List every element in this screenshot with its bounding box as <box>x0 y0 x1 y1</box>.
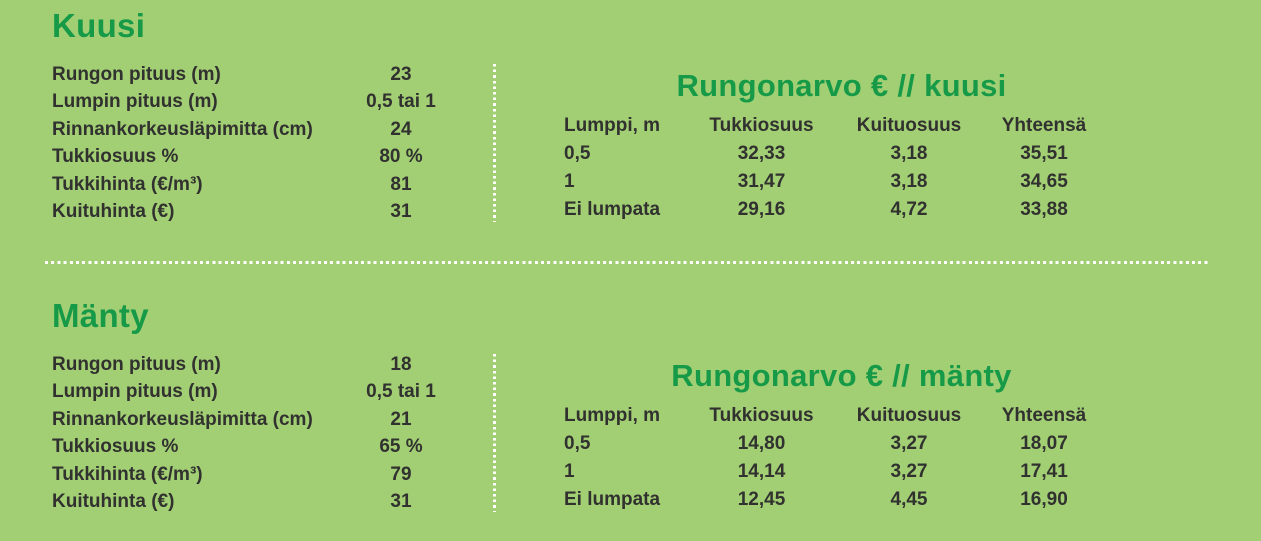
column-header: Yhteensä <box>1001 405 1087 426</box>
param-label: Tukkiosuus % <box>52 146 179 168</box>
table-cell: 0,5 <box>564 143 591 164</box>
table-title: Rungonarvo € // mänty <box>671 358 1012 393</box>
param-row: Tukkiosuus % 65 % <box>52 434 458 462</box>
table-cell: 33,88 <box>1020 199 1068 220</box>
param-label: Lumpin pituus (m) <box>52 91 218 113</box>
param-label: Kuituhinta (€) <box>52 491 175 513</box>
param-row: Rinnankorkeusläpimitta (cm) 21 <box>52 406 458 434</box>
table-cell: Ei lumpata <box>564 489 661 510</box>
value-table: Rungonarvo € // kuusi Lumppi, m Tukkiosu… <box>564 66 1119 224</box>
param-row: Rungon pituus (m) 18 <box>52 351 458 379</box>
param-row: Rinnankorkeusläpimitta (cm) 24 <box>52 116 458 144</box>
param-row: Kuituhinta (€) 31 <box>52 199 458 227</box>
table-cell: 29,16 <box>737 199 786 220</box>
table-grid: Lumppi, m Tukkiosuus Kuituosuus Yhteensä… <box>564 402 1119 514</box>
param-value: 65 % <box>379 436 423 458</box>
vertical-dotted-divider <box>493 64 496 222</box>
param-row: Tukkihinta (€/m³) 81 <box>52 171 458 199</box>
param-value: 21 <box>390 408 412 430</box>
table-cell: 4,45 <box>890 489 928 510</box>
param-label: Tukkiosuus % <box>52 436 179 458</box>
table-cell: 16,90 <box>1020 489 1068 510</box>
table-cell: 3,27 <box>890 461 928 482</box>
param-label: Rungon pituus (m) <box>52 353 221 375</box>
column-header: Kuituosuus <box>856 405 962 426</box>
param-row: Tukkiosuus % 80 % <box>52 144 458 172</box>
table-cell: 17,41 <box>1020 461 1068 482</box>
param-value: 81 <box>390 173 412 195</box>
param-row: Rungon pituus (m) 23 <box>52 61 458 89</box>
param-value: 80 % <box>379 146 423 168</box>
param-row: Lumpin pituus (m) 0,5 tai 1 <box>52 89 458 117</box>
table-cell: 3,18 <box>890 171 928 192</box>
param-row: Lumpin pituus (m) 0,5 tai 1 <box>52 379 458 407</box>
param-list: Rungon pituus (m) 18 Lumpin pituus (m) 0… <box>52 351 458 516</box>
table-grid: Lumppi, m Tukkiosuus Kuituosuus Yhteensä… <box>564 112 1119 224</box>
section-title: Mänty <box>52 297 149 334</box>
param-value: 23 <box>390 63 412 85</box>
column-header: Yhteensä <box>1001 115 1087 136</box>
param-value: 31 <box>390 201 412 223</box>
param-label: Kuituhinta (€) <box>52 201 175 223</box>
column-header: Tukkiosuus <box>709 405 814 426</box>
param-label: Tukkihinta (€/m³) <box>52 463 203 485</box>
table-cell: 1 <box>564 461 575 482</box>
param-row: Kuituhinta (€) 31 <box>52 489 458 517</box>
table-cell: 14,80 <box>737 433 786 454</box>
param-value: 0,5 tai 1 <box>366 91 436 113</box>
section-manty: Mänty Rungon pituus (m) 18 Lumpin pituus… <box>0 290 1261 541</box>
param-label: Rungon pituus (m) <box>52 63 221 85</box>
table-cell: 4,72 <box>890 199 928 220</box>
param-value: 31 <box>390 491 412 513</box>
table-cell: 3,18 <box>890 143 928 164</box>
param-label: Rinnankorkeusläpimitta (cm) <box>52 408 313 430</box>
param-value: 18 <box>390 353 412 375</box>
param-value: 24 <box>390 118 412 140</box>
column-header: Lumppi, m <box>564 115 661 136</box>
param-list: Rungon pituus (m) 23 Lumpin pituus (m) 0… <box>52 61 458 226</box>
table-cell: Ei lumpata <box>564 199 661 220</box>
value-table: Rungonarvo € // mänty Lumppi, m Tukkiosu… <box>564 356 1119 514</box>
table-cell: 14,14 <box>737 461 786 482</box>
table-cell: 12,45 <box>737 489 786 510</box>
table-cell: 3,27 <box>890 433 928 454</box>
horizontal-dotted-divider <box>45 261 1208 264</box>
table-cell: 35,51 <box>1020 143 1068 164</box>
param-label: Tukkihinta (€/m³) <box>52 173 203 195</box>
table-cell: 32,33 <box>737 143 786 164</box>
param-value: 79 <box>390 463 412 485</box>
param-row: Tukkihinta (€/m³) 79 <box>52 461 458 489</box>
table-cell: 0,5 <box>564 433 591 454</box>
param-value: 0,5 tai 1 <box>366 381 436 403</box>
column-header: Tukkiosuus <box>709 115 814 136</box>
table-cell: 1 <box>564 171 575 192</box>
section-title: Kuusi <box>52 7 146 44</box>
param-label: Rinnankorkeusläpimitta (cm) <box>52 118 313 140</box>
column-header: Kuituosuus <box>856 115 962 136</box>
column-header: Lumppi, m <box>564 405 661 426</box>
table-cell: 18,07 <box>1020 433 1068 454</box>
table-cell: 31,47 <box>737 171 786 192</box>
vertical-dotted-divider <box>493 354 496 512</box>
table-title: Rungonarvo € // kuusi <box>676 68 1007 103</box>
param-label: Lumpin pituus (m) <box>52 381 218 403</box>
table-cell: 34,65 <box>1020 171 1068 192</box>
section-kuusi: Kuusi Rungon pituus (m) 23 Lumpin pituus… <box>0 0 1261 255</box>
